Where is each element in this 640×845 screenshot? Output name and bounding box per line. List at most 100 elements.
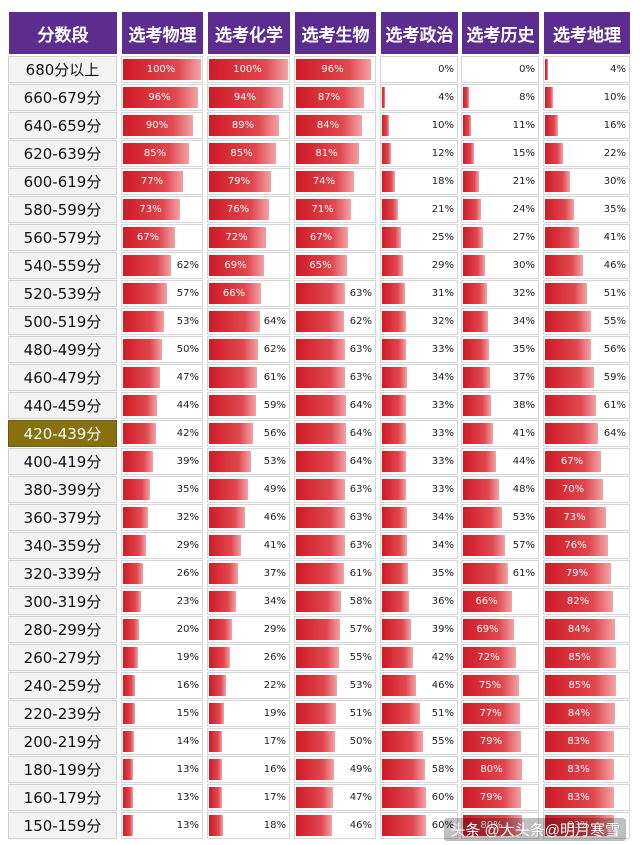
data-label: 80% [480, 820, 503, 831]
data-label: 33% [431, 428, 454, 439]
data-bar [123, 339, 162, 360]
data-bar [545, 395, 596, 416]
data-bar [382, 703, 420, 724]
data-bar [123, 535, 146, 556]
data-bar [545, 87, 553, 108]
data-label: 63% [349, 344, 372, 355]
data-bar [545, 731, 614, 752]
data-bar [209, 479, 248, 500]
data-label: 32% [176, 512, 199, 523]
row-label: 380-399分 [8, 476, 117, 503]
table-cell: 90% [121, 112, 203, 139]
table-cell: 67% [294, 224, 376, 251]
data-bar [382, 507, 407, 528]
data-label: 29% [176, 540, 199, 551]
table-cell: 63% [294, 336, 376, 363]
data-bar [209, 619, 232, 640]
data-label: 84% [567, 624, 591, 635]
data-label: 77% [479, 708, 502, 719]
data-bar [209, 675, 226, 696]
row-label: 480-499分 [8, 336, 117, 363]
data-bar [463, 255, 485, 276]
table-cell: 85% [543, 644, 630, 671]
table-cell: 10% [543, 84, 630, 111]
data-bar [463, 87, 469, 108]
data-label: 32% [431, 316, 454, 327]
data-label: 51% [603, 288, 626, 299]
data-label: 83% [567, 736, 590, 747]
data-label: 17% [263, 792, 286, 803]
table-cell: 64% [543, 420, 630, 447]
data-label: 21% [512, 176, 535, 187]
table-cell: 61% [207, 364, 290, 391]
data-bar [209, 759, 222, 780]
data-label: 63% [349, 484, 372, 495]
row-label: 300-319分 [8, 588, 117, 615]
data-bar [123, 283, 167, 304]
data-label: 4% [610, 64, 626, 75]
data-bar [209, 395, 256, 416]
data-bar [382, 199, 398, 220]
data-label: 81% [315, 148, 338, 159]
table-cell: 62% [294, 308, 376, 335]
table-cell: 19% [121, 644, 203, 671]
data-label: 55% [431, 736, 454, 747]
data-label: 31% [431, 288, 454, 299]
data-label: 49% [349, 764, 372, 775]
data-label: 18% [431, 176, 454, 187]
data-label: 62% [349, 316, 372, 327]
table-cell: 84% [294, 112, 376, 139]
data-label: 96% [148, 92, 171, 103]
table-cell: 59% [543, 364, 630, 391]
table-cell: 33% [380, 448, 458, 475]
table-cell: 44% [121, 392, 203, 419]
table-cell: 80% [461, 812, 539, 839]
table-cell: 33% [380, 476, 458, 503]
data-bar [296, 563, 344, 584]
data-bar [123, 731, 134, 752]
data-bar [296, 87, 364, 108]
data-label: 58% [349, 596, 372, 607]
table-cell: 70% [543, 476, 630, 503]
data-bar [123, 423, 156, 444]
data-bar [209, 87, 283, 108]
data-label: 11% [512, 120, 535, 131]
header-subject-3: 选考生物 [294, 12, 376, 54]
table-cell: 38% [461, 392, 539, 419]
data-bar [545, 255, 583, 276]
data-label: 49% [263, 484, 286, 495]
table-cell: 41% [543, 224, 630, 251]
data-bar [545, 535, 608, 556]
data-label: 59% [263, 400, 286, 411]
data-bar [123, 59, 201, 80]
data-label: 22% [603, 148, 626, 159]
data-label: 63% [349, 372, 372, 383]
data-bar [382, 115, 389, 136]
data-bar [463, 703, 520, 724]
table-cell: 29% [121, 532, 203, 559]
data-bar [382, 759, 425, 780]
data-bar [463, 199, 481, 220]
data-bar [296, 619, 340, 640]
data-label: 37% [512, 372, 535, 383]
table-cell: 51% [294, 700, 376, 727]
table-cell: 30% [543, 168, 630, 195]
table-cell: 61% [294, 560, 376, 587]
data-label: 73% [563, 512, 586, 523]
data-bar [209, 59, 288, 80]
table-cell: 19% [207, 700, 290, 727]
data-label: 46% [603, 260, 626, 271]
row-label: 360-379分 [8, 504, 117, 531]
data-bar [296, 283, 345, 304]
table-cell: 74% [294, 168, 376, 195]
source-watermark: 头条 @大头条@明月寒雪 [444, 818, 626, 841]
data-label: 21% [431, 204, 454, 215]
data-label: 15% [512, 148, 535, 159]
table-cell: 73% [121, 196, 203, 223]
data-label: 55% [603, 316, 626, 327]
table-cell: 84% [543, 616, 630, 643]
table-cell: 4% [543, 56, 630, 83]
table-cell: 79% [543, 560, 630, 587]
data-bar [463, 675, 519, 696]
data-bar [382, 647, 413, 668]
